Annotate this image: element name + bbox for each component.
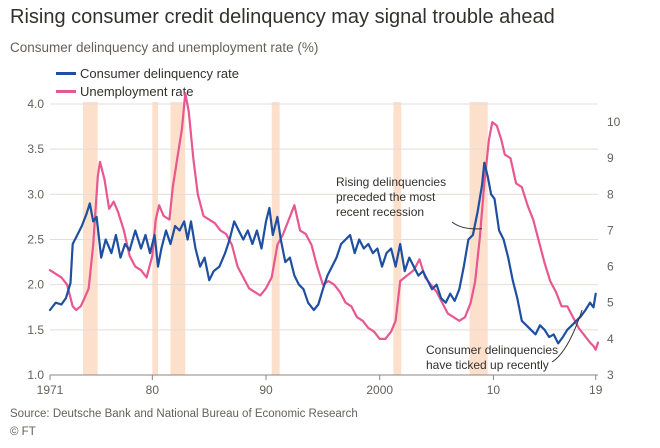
- y-right-tick-label: 6: [607, 260, 614, 274]
- y-left-tick-label: 3.0: [27, 187, 44, 201]
- series-line-delinquency: [48, 161, 597, 345]
- recession-band: [82, 102, 98, 375]
- chart-title: Rising consumer credit delinquency may s…: [10, 6, 555, 28]
- annotation-connector: [451, 221, 483, 230]
- x-tick-label: 19: [589, 383, 603, 397]
- y-left-tick-label: 1.5: [27, 323, 44, 337]
- y-left-tick-label: 2.5: [27, 233, 44, 247]
- legend-swatch-delinquency: [56, 71, 76, 75]
- recession-band: [170, 102, 186, 375]
- x-tick-label: 1971: [37, 383, 64, 397]
- y-left-tick-label: 2.0: [27, 278, 44, 292]
- legend-item-unemployment: Unemployment rate: [56, 82, 239, 100]
- annotation-text: preceded the most: [336, 190, 436, 204]
- y-left-tick-label: 1.0: [27, 368, 44, 382]
- annotation-connector: [551, 309, 583, 363]
- y-left-tick-label: 3.5: [27, 142, 44, 156]
- x-tick-label: 90: [259, 383, 273, 397]
- legend: Consumer delinquency rate Unemployment r…: [56, 64, 239, 100]
- recession-band: [271, 102, 280, 375]
- legend-item-delinquency: Consumer delinquency rate: [56, 64, 239, 82]
- ft-credit: © FT: [10, 426, 36, 438]
- y-right-tick-label: 4: [607, 332, 614, 346]
- chart-subtitle: Consumer delinquency and unemployment ra…: [10, 40, 319, 55]
- legend-label-unemployment: Unemployment rate: [80, 83, 194, 99]
- annotation-text: Rising delinquencies: [336, 175, 446, 189]
- x-tick-label: 80: [146, 383, 160, 397]
- y-right-tick-label: 7: [607, 223, 614, 237]
- legend-swatch-unemployment: [56, 89, 76, 93]
- y-right-tick-label: 9: [607, 151, 614, 165]
- x-tick-label: 2000: [366, 383, 393, 397]
- legend-label-delinquency: Consumer delinquency rate: [80, 65, 239, 81]
- y-right-tick-label: 8: [607, 187, 614, 201]
- y-right-tick-label: 5: [607, 296, 614, 310]
- annotation-text: Consumer delinquencies: [426, 343, 558, 357]
- source-note: Source: Deutsche Bank and National Burea…: [10, 408, 358, 420]
- y-right-tick-label: 10: [607, 115, 621, 129]
- recession-band: [393, 102, 402, 375]
- y-left-tick-label: 4.0: [27, 97, 44, 111]
- x-tick-label: 10: [487, 383, 501, 397]
- y-right-tick-label: 3: [607, 368, 614, 382]
- series-line-unemployment: [48, 92, 600, 351]
- annotation-text: have ticked up recently: [426, 358, 549, 372]
- annotation-text: recent recession: [336, 205, 424, 219]
